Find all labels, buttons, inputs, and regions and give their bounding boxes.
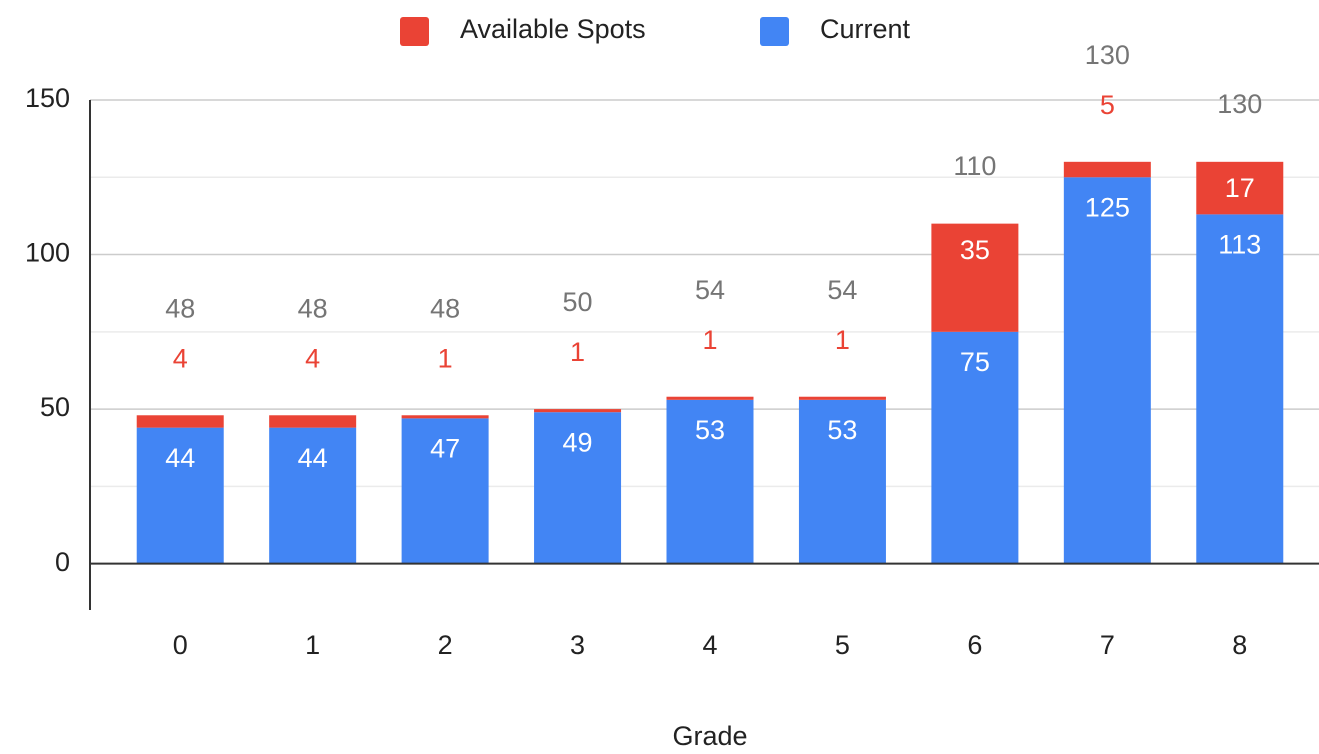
bar-segment (931, 223, 1019, 332)
total-label: 54 (827, 275, 857, 305)
x-tick-label: 8 (1232, 630, 1247, 660)
bar-segment (269, 415, 357, 428)
legend-label: Current (820, 14, 911, 44)
data-label: 1 (438, 343, 453, 373)
legend-label: Available Spots (460, 14, 646, 44)
bar-segment (534, 409, 622, 413)
data-label: 113 (1218, 229, 1261, 259)
data-label: 35 (960, 235, 990, 265)
total-label: 48 (298, 293, 328, 323)
x-tick-label: 0 (173, 630, 188, 660)
x-tick-label: 3 (570, 630, 585, 660)
x-tick-label: 2 (438, 630, 453, 660)
data-label: 53 (827, 415, 857, 445)
data-label: 5 (1100, 90, 1115, 120)
bar-segment (798, 399, 886, 564)
x-tick-label: 6 (967, 630, 982, 660)
y-tick-label: 150 (25, 83, 70, 113)
bar-segment (1063, 161, 1151, 178)
data-label: 44 (165, 443, 195, 473)
data-label: 44 (298, 443, 328, 473)
bar-segment (666, 399, 754, 564)
total-label: 54 (695, 275, 725, 305)
bar-segment (401, 418, 489, 564)
x-tick-label: 4 (702, 630, 717, 660)
y-tick-label: 0 (55, 547, 70, 577)
data-label: 47 (430, 433, 460, 463)
y-tick-label: 100 (25, 238, 70, 268)
total-label: 110 (953, 151, 996, 181)
data-label: 1 (835, 325, 850, 355)
total-label: 48 (430, 293, 460, 323)
bar-segment (136, 415, 224, 428)
bar-segment (1196, 161, 1284, 215)
bar-segment (666, 396, 754, 400)
bar-segment (401, 415, 489, 419)
x-axis-title: Grade (672, 721, 747, 751)
bar-segment (1196, 214, 1284, 564)
bar-segment (136, 427, 224, 564)
data-label: 49 (563, 427, 593, 457)
data-label: 1 (702, 325, 717, 355)
bar-segment (1063, 177, 1151, 564)
legend-swatch (400, 17, 429, 46)
data-label: 125 (1085, 192, 1130, 222)
data-label: 53 (695, 415, 725, 445)
bar-segment (798, 396, 886, 400)
legend-swatch (760, 17, 789, 46)
bar-segment (269, 427, 357, 564)
data-label: 1 (570, 337, 585, 367)
data-label: 4 (173, 343, 188, 373)
x-tick-label: 1 (305, 630, 320, 660)
data-label: 4 (305, 343, 320, 373)
y-tick-label: 50 (40, 392, 70, 422)
total-label: 130 (1217, 89, 1262, 119)
total-label: 130 (1085, 40, 1130, 70)
x-tick-label: 7 (1100, 630, 1115, 660)
bar-segment (534, 412, 622, 564)
data-label: 17 (1225, 173, 1255, 203)
total-label: 48 (165, 293, 195, 323)
bar-segment (931, 331, 1019, 564)
x-tick-label: 5 (835, 630, 850, 660)
total-label: 50 (563, 287, 593, 317)
data-label: 75 (960, 347, 990, 377)
